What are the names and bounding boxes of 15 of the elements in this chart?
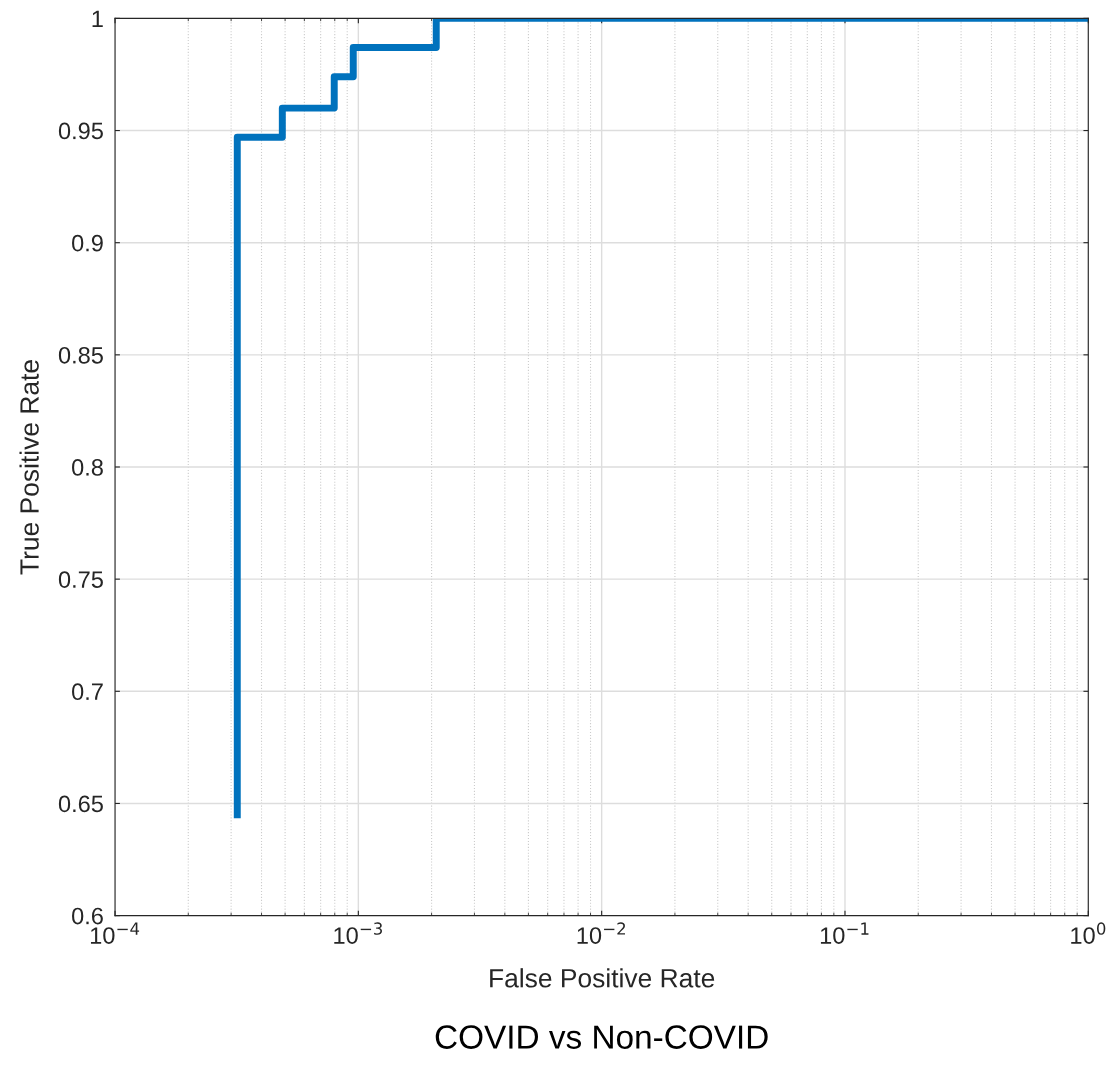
text: COVID vs Non-COVID [435, 1025, 768, 1049]
x-axis-title: False Positive Rate [490, 968, 715, 988]
y-tick-label: 0.85 [58, 346, 103, 364]
y-tick-label: 0.95 [58, 122, 103, 140]
y-tick-label: 0.7 [72, 683, 103, 701]
x-tick-label: 10$^{0}$ [1071, 922, 1106, 944]
x-tick-label: 10$^{−3}$ [334, 922, 383, 944]
x-tick-label: 10$^{−1}$ [820, 922, 869, 944]
y-tick-label: 0.8 [72, 459, 103, 476]
y-tick-label: 0.65 [58, 795, 103, 813]
y-axis-title: True Positive Rate [19, 360, 39, 575]
y-tick-label: 0.9 [72, 234, 103, 252]
y-tick-label: 0.75 [58, 571, 103, 588]
y-tick-label: 1 [92, 10, 103, 27]
x-tick-label: 10$^{−2}$ [577, 922, 626, 944]
